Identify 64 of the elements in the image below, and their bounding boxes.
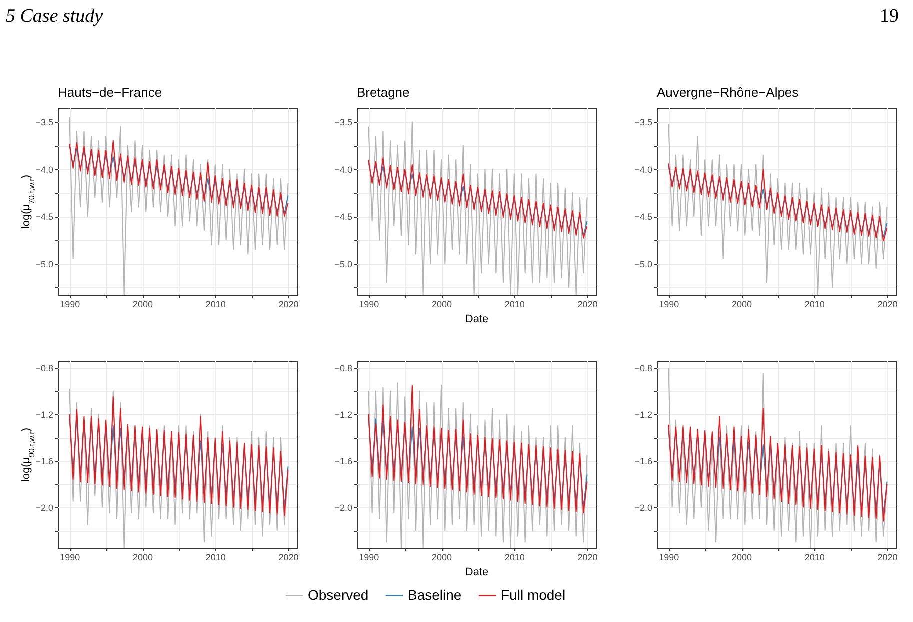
- y-tick-label: −3.5: [634, 118, 652, 128]
- chart-title: Bretagne: [357, 85, 410, 100]
- x-tick-label: 2020: [878, 552, 898, 562]
- y-tick-label: −4.5: [334, 212, 352, 222]
- x-tick-label: 2010: [504, 552, 525, 562]
- y-tick-label: −2.0: [634, 502, 652, 513]
- x-tick-label: 2000: [133, 552, 154, 562]
- y-tick-label: −2.0: [334, 502, 352, 513]
- legend-label: Full model: [501, 586, 566, 603]
- x-tick-label: 2010: [504, 300, 525, 310]
- x-axis-title: Date: [465, 566, 489, 578]
- x-tick-label: 2000: [133, 300, 154, 310]
- line-series: [69, 396, 289, 516]
- x-tick-label: 2010: [804, 552, 825, 562]
- y-tick-label: −2.0: [36, 502, 54, 513]
- chart-title: Auvergne−Rhône−Alpes: [657, 85, 800, 100]
- y-tick-label: −0.8: [36, 363, 54, 374]
- y-tick-label: −3.5: [334, 118, 352, 128]
- x-tick-label: 1990: [60, 552, 80, 562]
- text: 19: [880, 6, 899, 28]
- y-tick-label: −4.5: [36, 212, 54, 222]
- x-tick-label: 2000: [732, 300, 752, 310]
- x-tick-label: 2010: [804, 300, 825, 310]
- x-tick-label: 2020: [278, 552, 299, 562]
- x-tick-label: 1990: [359, 552, 380, 562]
- y-tick-label: −1.2: [634, 410, 652, 420]
- x-tick-label: 1990: [659, 300, 680, 310]
- y-tick-label: −1.6: [334, 456, 352, 466]
- x-tick-label: 2020: [878, 300, 898, 310]
- chart-title: Hauts−de−France: [58, 85, 162, 100]
- legend-label: Observed: [308, 586, 369, 603]
- y-tick-label: −0.8: [634, 363, 652, 374]
- x-tick-label: 2000: [432, 300, 452, 310]
- y-tick-label: −5.0: [634, 259, 652, 270]
- x-tick-label: 2000: [732, 552, 752, 562]
- y-tick-label: −1.2: [36, 410, 54, 420]
- x-tick-label: 2010: [206, 300, 226, 310]
- y-tick-label: −4.5: [634, 212, 652, 222]
- x-tick-label: 1990: [359, 300, 380, 310]
- text: 5 Case study: [6, 6, 104, 28]
- x-tick-label: 2010: [206, 552, 226, 562]
- y-tick-label: −1.6: [36, 456, 54, 466]
- x-tick-label: 1990: [659, 552, 680, 562]
- y-tick-label: −0.8: [334, 363, 352, 374]
- y-tick-label: −4.0: [634, 164, 652, 175]
- x-tick-label: 2020: [578, 300, 598, 310]
- x-tick-label: 2020: [278, 300, 299, 310]
- line-series: [668, 124, 888, 295]
- y-tick-label: −5.0: [334, 259, 352, 270]
- x-tick-label: 2000: [432, 552, 452, 562]
- line-series: [368, 122, 588, 295]
- y-tick-label: −3.5: [36, 118, 54, 128]
- y-tick-label: −5.0: [36, 259, 54, 270]
- y-tick-label: −1.6: [634, 456, 652, 466]
- y-tick-label: −4.0: [334, 164, 352, 175]
- x-axis-title: Date: [465, 314, 489, 326]
- line-series: [668, 408, 888, 522]
- line-series: [368, 384, 588, 514]
- x-tick-label: 1990: [60, 300, 80, 310]
- x-tick-label: 2020: [578, 552, 598, 562]
- line-series: [69, 116, 289, 295]
- y-tick-label: −4.0: [36, 164, 54, 175]
- y-tick-label: −1.2: [334, 410, 352, 420]
- legend-label: Baseline: [408, 586, 462, 603]
